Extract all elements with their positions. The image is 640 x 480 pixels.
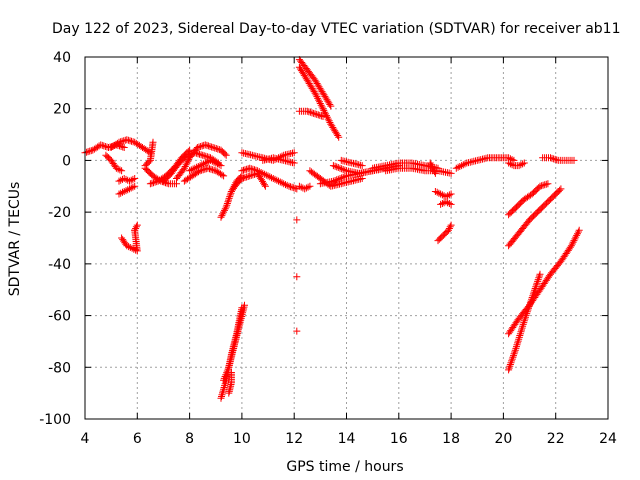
series-arc-02: [107, 136, 154, 157]
data-point-markers: [259, 154, 298, 167]
series-arc-35: [431, 188, 455, 201]
series-arc-39: [505, 159, 528, 170]
data-point-markers: [238, 164, 301, 193]
series-arc-26: [295, 107, 327, 120]
series-arc-24: [295, 56, 335, 110]
x-tick-label: 24: [599, 431, 617, 447]
series-arc-05: [115, 182, 139, 198]
data-point-markers: [426, 159, 439, 177]
data-point-markers: [295, 107, 327, 120]
y-tick-label: -80: [48, 360, 71, 376]
series-arc-21: [220, 301, 248, 384]
x-tick-label: 10: [233, 431, 251, 447]
x-tick-label: 14: [338, 431, 356, 447]
data-point-markers: [293, 216, 301, 335]
series-arc-38: [452, 154, 518, 172]
y-tick-label: -40: [48, 257, 71, 273]
series-arc-13: [180, 164, 228, 185]
x-tick-label: 4: [81, 431, 90, 447]
x-tick-label: 22: [547, 431, 565, 447]
series-arc-34: [426, 159, 439, 177]
data-point-markers: [186, 156, 225, 175]
data-point-markers: [118, 226, 141, 255]
x-tick-label: 12: [285, 431, 303, 447]
chart-title: Day 122 of 2023, Sidereal Day-to-day VTE…: [52, 21, 621, 37]
y-tick-label: 40: [53, 50, 71, 66]
series-arc-12: [173, 141, 230, 182]
series-arc-06: [118, 226, 141, 255]
series-arc-17: [238, 164, 301, 193]
data-point-markers: [452, 154, 518, 172]
data-point-markers: [220, 301, 248, 384]
y-tick-label: 0: [62, 153, 71, 169]
y-tick-label: -60: [48, 309, 71, 325]
series-arc-16: [227, 169, 269, 195]
series-arc-37: [434, 221, 455, 245]
y-tick-label: -20: [48, 205, 71, 221]
series-arc-03: [102, 151, 126, 175]
axis-ticks: 4 6 8 10 12 14 16 18 20 22 24 -100 -80 -60 -40 -20 0 20 40: [39, 50, 617, 447]
data-point-markers: [115, 175, 139, 185]
series-arc-40: [539, 154, 578, 164]
series-arc-07: [131, 221, 141, 234]
series-arc-42: [505, 185, 565, 250]
data-point-markers: [102, 151, 126, 175]
series-arc-22: [225, 369, 235, 397]
data-point-markers: [437, 198, 455, 208]
data-point-markers: [115, 182, 139, 198]
x-tick-label: 20: [494, 431, 512, 447]
data-marks: [81, 56, 583, 402]
x-axis-title: GPS time / hours: [286, 459, 403, 475]
series-arc-27: [295, 182, 314, 193]
data-point-markers: [382, 164, 455, 177]
data-point-markers: [431, 188, 455, 201]
data-point-markers: [337, 156, 366, 170]
series-arc-14: [186, 156, 225, 175]
x-tick-label: 18: [442, 431, 460, 447]
data-point-markers: [131, 221, 141, 234]
data-point-markers: [505, 270, 544, 374]
data-point-markers: [173, 141, 230, 182]
data-point-markers: [107, 136, 154, 157]
series-arc-41: [505, 180, 552, 219]
data-point-markers: [295, 56, 335, 110]
data-point-markers: [180, 164, 228, 185]
y-tick-label: 20: [53, 102, 71, 118]
y-tick-label: -100: [39, 412, 71, 428]
series-arc-23: [293, 216, 301, 335]
series-arc-25: [295, 63, 343, 141]
series-arc-31: [337, 156, 366, 170]
series-arc-19: [259, 154, 298, 167]
x-tick-label: 8: [185, 431, 194, 447]
data-point-markers: [434, 221, 455, 245]
data-point-markers: [295, 63, 343, 141]
y-axis-title: SDTVAR / TECUs: [7, 182, 23, 297]
data-point-markers: [539, 154, 578, 164]
x-tick-label: 16: [390, 431, 408, 447]
series-arc-04: [115, 175, 139, 185]
series-arc-36: [437, 198, 455, 208]
data-point-markers: [295, 182, 314, 193]
series-arc-44: [505, 270, 544, 374]
x-tick-label: 6: [133, 431, 142, 447]
data-point-markers: [227, 169, 269, 195]
data-point-markers: [225, 369, 235, 397]
data-point-markers: [505, 185, 565, 250]
data-point-markers: [505, 180, 552, 219]
series-arc-33: [382, 164, 455, 177]
data-point-markers: [505, 159, 528, 170]
